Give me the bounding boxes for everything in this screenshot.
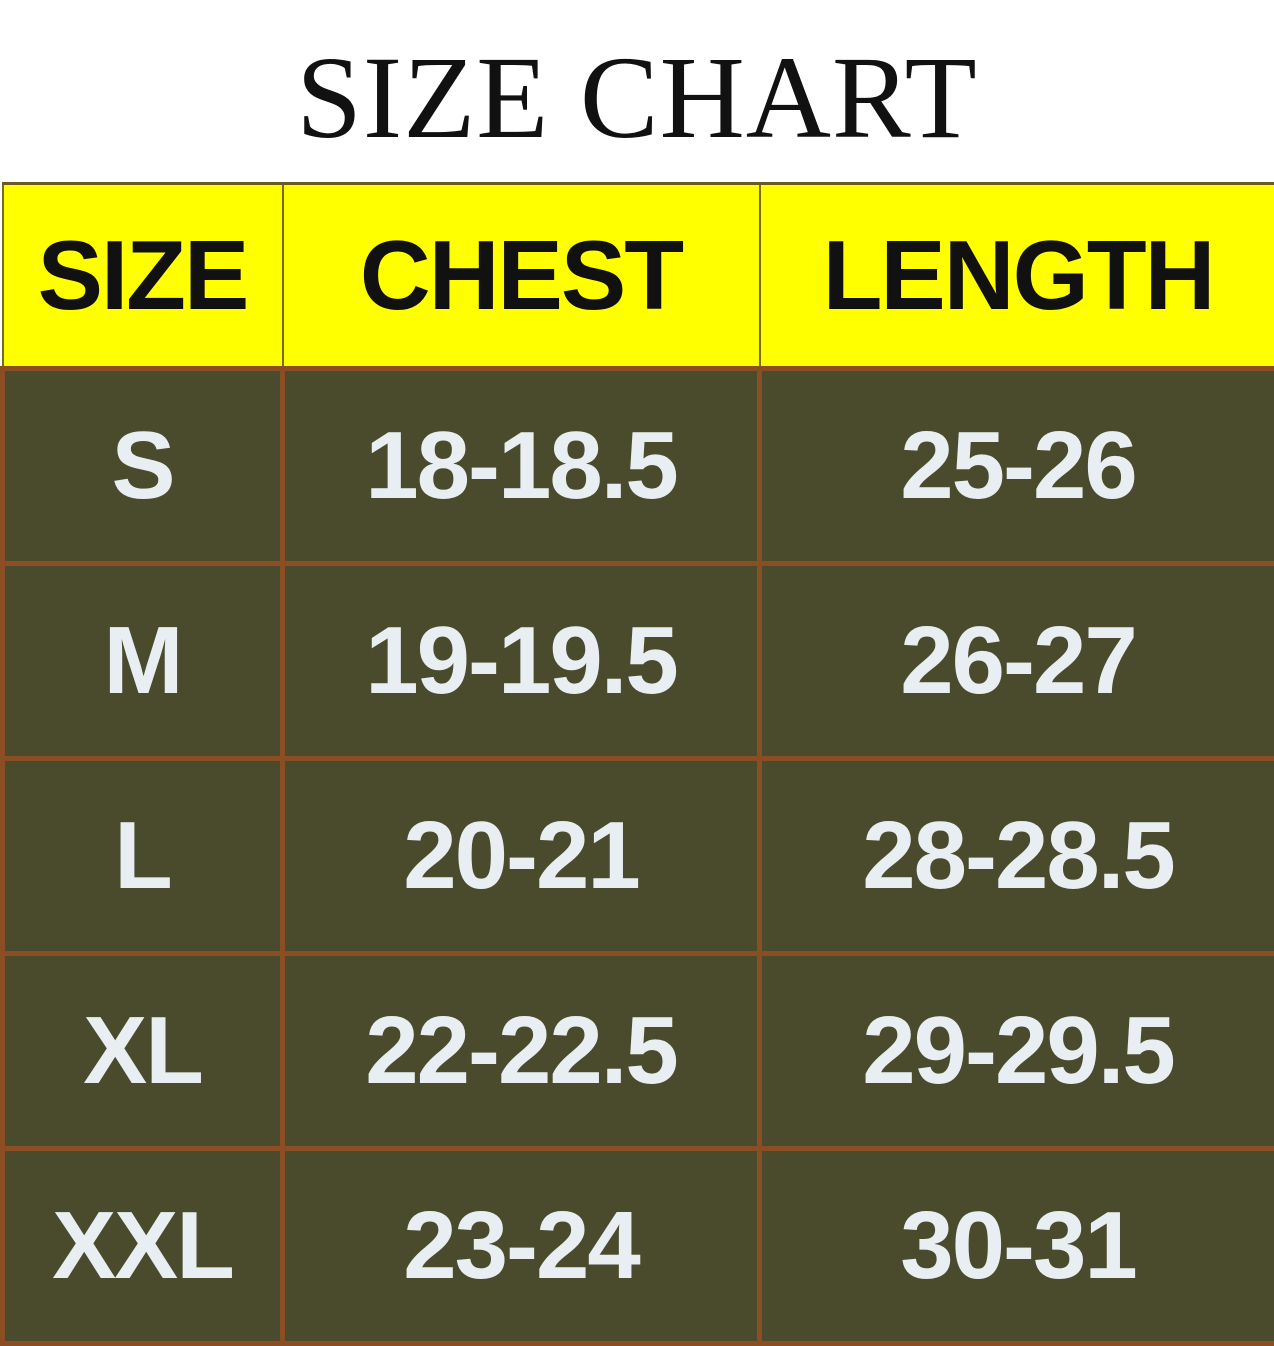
size-cell: M	[3, 564, 283, 759]
chest-cell: 22-22.5	[283, 954, 760, 1149]
page-title: SIZE CHART	[0, 18, 1274, 178]
length-cell: 29-29.5	[760, 954, 1274, 1149]
length-cell: 30-31	[760, 1149, 1274, 1344]
chest-cell: 23-24	[283, 1149, 760, 1344]
chest-cell: 20-21	[283, 759, 760, 954]
length-cell: 28-28.5	[760, 759, 1274, 954]
length-cell: 25-26	[760, 369, 1274, 564]
header-chest: CHEST	[283, 184, 760, 369]
header-length: LENGTH	[760, 184, 1274, 369]
chest-cell: 19-19.5	[283, 564, 760, 759]
size-cell: XL	[3, 954, 283, 1149]
length-cell: 26-27	[760, 564, 1274, 759]
size-cell: XXL	[3, 1149, 283, 1344]
size-chart-table: SIZE CHEST LENGTH S 18-18.5 25-26 M 19-1…	[0, 182, 1274, 1346]
header-row: SIZE CHEST LENGTH	[3, 184, 1274, 369]
table-row: L 20-21 28-28.5	[3, 759, 1274, 954]
header-size: SIZE	[3, 184, 283, 369]
table-row: XL 22-22.5 29-29.5	[3, 954, 1274, 1149]
table-row: XXL 23-24 30-31	[3, 1149, 1274, 1344]
table-row: M 19-19.5 26-27	[3, 564, 1274, 759]
size-cell: S	[3, 369, 283, 564]
size-cell: L	[3, 759, 283, 954]
table-row: S 18-18.5 25-26	[3, 369, 1274, 564]
chest-cell: 18-18.5	[283, 369, 760, 564]
